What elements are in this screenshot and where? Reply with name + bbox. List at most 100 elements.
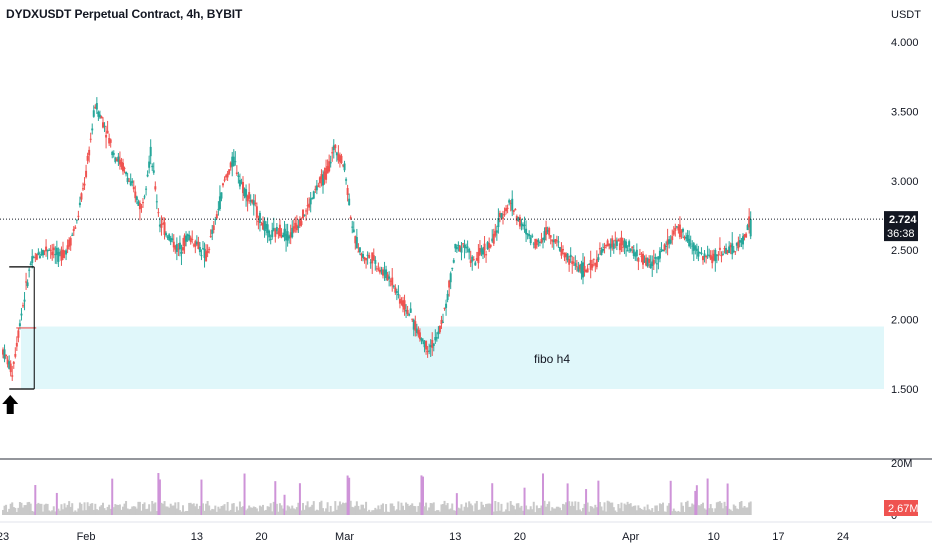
candle — [629, 248, 632, 253]
candle — [200, 249, 203, 261]
volume-bar — [183, 511, 186, 515]
candle-body — [329, 162, 332, 164]
volume-bar — [405, 502, 408, 515]
candle — [540, 232, 543, 244]
volume-bar — [538, 507, 541, 515]
candle-body — [203, 248, 206, 258]
volume-bar — [71, 503, 74, 515]
candle — [298, 216, 301, 228]
candle-body — [366, 254, 369, 256]
candle — [738, 233, 741, 248]
volume-bar — [3, 505, 6, 515]
volume-bar — [575, 510, 578, 515]
volume-bar — [134, 506, 137, 515]
candle-body — [71, 234, 74, 236]
volume-bar — [223, 504, 226, 515]
candle-body — [358, 247, 361, 253]
volume-bar — [298, 483, 301, 515]
candle — [212, 220, 215, 234]
volume-bar — [517, 503, 520, 515]
volume-bar — [231, 503, 234, 515]
candle — [669, 235, 672, 245]
candle — [60, 246, 63, 266]
candle-body — [532, 243, 535, 245]
candle-body — [437, 331, 440, 335]
candle — [377, 262, 380, 272]
volume-bar — [255, 508, 258, 515]
volume-bar — [188, 502, 191, 515]
volume-bar — [446, 503, 449, 515]
volume-bar — [289, 508, 292, 515]
candle-body — [9, 363, 12, 373]
candle — [222, 182, 224, 188]
candle — [143, 194, 146, 200]
volume-bar — [294, 509, 297, 515]
candle-body — [131, 180, 134, 183]
candle-body — [152, 170, 155, 173]
candle — [375, 265, 378, 272]
candle — [654, 253, 657, 264]
volume-bar — [209, 510, 212, 515]
candle — [154, 181, 157, 192]
volume-bar — [572, 505, 575, 515]
candle — [20, 307, 23, 321]
candle-body — [45, 246, 48, 252]
candle — [682, 227, 684, 239]
candle-body — [474, 262, 477, 266]
candle-body — [242, 182, 244, 194]
volume-bar — [506, 502, 509, 515]
volume-bar — [382, 503, 384, 515]
candle-body — [269, 238, 272, 241]
candle — [345, 177, 348, 185]
candle — [475, 251, 478, 262]
candle-body — [677, 226, 680, 231]
candle — [248, 183, 251, 204]
volume-bar — [48, 510, 51, 515]
candle — [194, 239, 197, 254]
volume-bar — [463, 506, 466, 515]
volume-bar — [392, 506, 395, 515]
volume-bar — [235, 506, 238, 515]
candle — [211, 224, 214, 241]
candle-body — [309, 198, 312, 205]
candle-body — [723, 248, 726, 250]
volume-bar — [618, 508, 621, 515]
volume-bar — [602, 510, 604, 515]
volume-bar — [18, 502, 21, 515]
volume-bar — [198, 505, 201, 515]
volume-bar — [98, 506, 101, 515]
candle-body — [586, 268, 589, 273]
candle — [440, 315, 443, 329]
candle-body — [402, 300, 404, 307]
volume-bar — [128, 509, 131, 515]
volume-bar — [208, 505, 211, 515]
candle — [568, 255, 571, 272]
candle — [5, 354, 8, 360]
candle-body — [314, 188, 317, 190]
candle — [357, 243, 360, 253]
candle — [628, 239, 631, 253]
candle — [365, 257, 368, 269]
candle — [363, 256, 366, 264]
candle — [726, 249, 729, 255]
candle — [686, 229, 689, 243]
volume-bar — [152, 503, 155, 515]
candle-body — [74, 227, 77, 229]
candle-body — [334, 144, 337, 149]
candle-body — [134, 191, 137, 199]
volume-bar — [535, 505, 538, 515]
candle-body — [277, 231, 280, 235]
candle — [680, 229, 683, 239]
volume-bar — [348, 477, 351, 515]
candle — [578, 263, 581, 273]
volume-bar — [338, 501, 341, 515]
candle-body — [80, 193, 83, 200]
candle — [691, 240, 694, 255]
candle — [711, 250, 714, 269]
candle-body — [518, 217, 521, 227]
volume-bar — [583, 503, 586, 515]
candle — [471, 255, 474, 271]
candle — [637, 256, 640, 271]
candle — [351, 220, 354, 234]
